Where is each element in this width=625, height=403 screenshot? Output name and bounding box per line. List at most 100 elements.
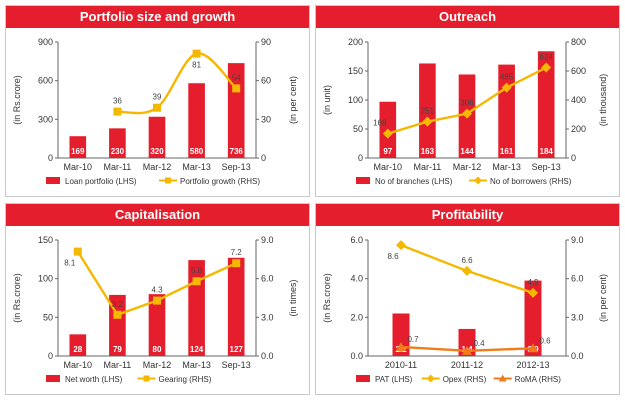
bar-value-label: 161 [500, 147, 514, 156]
line-value-label: 251 [421, 107, 435, 116]
y2-tick-label: 600 [571, 66, 586, 76]
bar [188, 83, 205, 158]
legend-label: Gearing (RHS) [159, 375, 212, 384]
x-tick-label: 2011-12 [451, 360, 483, 370]
y2-tick-label: 0.0 [261, 351, 274, 361]
y2-tick-label: 9.0 [571, 235, 584, 245]
line-value-label: 3.2 [112, 300, 124, 309]
line-value-label: 306 [460, 99, 474, 108]
chart-capitalisation: 0 50 100 150 0.0 3.0 6.0 9.0 Mar-10 Mar-11 Mar-12 M… [12, 235, 298, 384]
x-tick-label: 2010-11 [385, 360, 417, 370]
legend-label: No of borrowers (RHS) [490, 177, 572, 186]
line-value-label: 54 [232, 73, 241, 82]
y-tick-label: 600 [38, 76, 53, 86]
line-point [73, 247, 82, 256]
x-tick-label: Mar-10 [374, 162, 403, 172]
y2-axis-title: (in thousand) [598, 74, 608, 127]
line-value-label: 0.7 [407, 335, 419, 344]
line-value-label: 39 [153, 93, 162, 102]
chart-outreach: 0 50 100 150 200 0 200 400 600 800 Mar-10 Mar-11 Mar… [322, 37, 608, 186]
line-point [382, 128, 393, 139]
chart-title: Capitalisation [6, 204, 309, 226]
legend-label: Portfolio growth (RHS) [180, 177, 260, 186]
y-tick-label: 150 [348, 66, 363, 76]
bar-value-label: 736 [230, 147, 244, 156]
line-point [462, 265, 472, 276]
x-tick-label: Mar-11 [103, 360, 131, 370]
line-point [192, 277, 201, 286]
line-point [165, 177, 171, 184]
panel-profitability: Profitability 0.0 2.0 4.0 6.0 0.0 3.0 6.0 9.0 20… [315, 203, 620, 395]
y-tick-label: 100 [348, 95, 363, 105]
bar [69, 334, 87, 356]
y2-axis-title: (in per cent) [598, 274, 608, 322]
y-axis-title: (in Rs.crore) [12, 273, 22, 323]
y-tick-label: 0.0 [350, 351, 363, 361]
x-tick-label: Mar-12 [143, 162, 172, 172]
line-value-label: 6.6 [461, 256, 473, 265]
y2-tick-label: 0 [261, 153, 266, 163]
y2-tick-label: 60 [261, 76, 271, 86]
line-point [422, 116, 433, 127]
bar-value-label: 79 [113, 345, 122, 354]
line-value-label: 0.6 [539, 336, 551, 345]
legend-swatch [46, 177, 60, 184]
y-tick-label: 150 [38, 235, 53, 245]
y-tick-label: 0 [48, 351, 53, 361]
bar [392, 313, 410, 356]
bar [458, 328, 476, 356]
y-tick-label: 0 [358, 153, 363, 163]
legend-label: Loan portfolio (LHS) [65, 177, 137, 186]
y2-tick-label: 3.0 [571, 312, 584, 322]
bar [148, 294, 166, 356]
y2-tick-label: 30 [261, 114, 271, 124]
y2-tick-label: 3.0 [261, 312, 274, 322]
legend-label: Opex (RHS) [443, 375, 487, 384]
chart-title: Profitability [316, 204, 619, 226]
y-axis-title: (in Rs.crore) [12, 75, 22, 125]
x-tick-label: Mar-10 [64, 360, 93, 370]
y2-tick-label: 0.0 [571, 351, 584, 361]
bar-value-label: 97 [383, 147, 392, 156]
line-value-label: 7.2 [231, 248, 243, 257]
bar-value-label: 28 [73, 345, 82, 354]
line-point [192, 49, 201, 58]
chart-title: Outreach [316, 6, 619, 28]
x-tick-label: Mar-12 [453, 162, 482, 172]
x-tick-label: Mar-13 [492, 162, 521, 172]
line-point [153, 296, 161, 305]
line-value-label: 0.4 [473, 339, 485, 348]
line-point [232, 84, 241, 93]
x-tick-label: Sep-13 [222, 360, 251, 370]
y2-tick-label: 6.0 [261, 274, 274, 284]
y-tick-label: 300 [38, 114, 53, 124]
bar [109, 128, 126, 158]
y-tick-label: 900 [38, 37, 53, 47]
line-point [528, 287, 538, 298]
y2-tick-label: 6.0 [571, 274, 584, 284]
y-tick-label: 50 [353, 124, 363, 134]
x-tick-label: Mar-10 [64, 162, 93, 172]
y-tick-label: 4.0 [350, 274, 363, 284]
line-point [498, 374, 507, 382]
bar [148, 116, 166, 158]
x-tick-label: Mar-11 [103, 162, 131, 172]
bar-value-label: 230 [111, 147, 125, 156]
line-point [462, 108, 472, 119]
y2-tick-label: 0 [571, 153, 576, 163]
y-tick-label: 50 [43, 312, 53, 322]
bar-value-label: 163 [421, 147, 435, 156]
x-tick-label: 2012-13 [516, 360, 549, 370]
line-value-label: 624 [540, 53, 554, 62]
y2-tick-label: 400 [571, 95, 586, 105]
x-tick-label: Mar-12 [143, 360, 172, 370]
legend-swatch [356, 177, 370, 184]
legend-label: No of branches (LHS) [375, 177, 453, 186]
line-value-label: 36 [113, 97, 122, 106]
bar-value-label: 184 [540, 147, 554, 156]
bar [524, 280, 542, 356]
y-tick-label: 2.0 [350, 312, 363, 322]
line-point [426, 374, 435, 383]
legend-label: Net worth (LHS) [65, 375, 123, 384]
panel-portfolio: Portfolio size and growth 0 300 600 900 0 30 6… [5, 5, 310, 197]
